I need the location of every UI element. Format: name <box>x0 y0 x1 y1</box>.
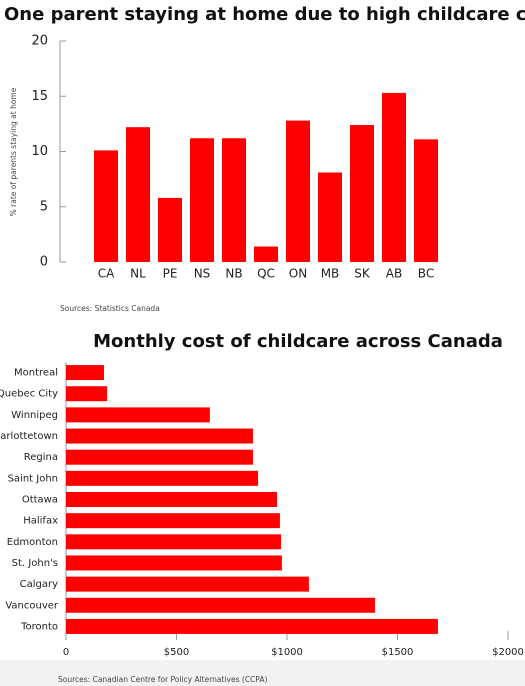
y-tick-label: St. John's <box>12 558 58 569</box>
y-tick-label: Charlottetown <box>0 431 58 442</box>
bar <box>66 618 438 634</box>
y-tick-label: 15 <box>31 89 48 104</box>
bar <box>382 92 406 262</box>
bar <box>66 386 108 402</box>
y-tick-label: Montreal <box>14 368 58 379</box>
y-tick-label: 5 <box>40 199 48 214</box>
x-tick-label: CA <box>98 267 115 281</box>
bar <box>286 120 310 262</box>
bar <box>66 513 280 529</box>
source: Sources: Canadian Centre for Policy Alte… <box>58 675 267 684</box>
bar <box>66 407 210 423</box>
x-tick-label: $2000 <box>492 647 524 658</box>
y-tick-label: 10 <box>31 144 48 159</box>
y-tick-label: Winnipeg <box>11 410 58 421</box>
bar <box>66 449 253 465</box>
x-tick-label: BC <box>418 267 434 281</box>
y-axis-label: % rate of parents staying at home <box>9 87 18 216</box>
bar <box>66 428 253 444</box>
x-tick-label: $1500 <box>382 647 414 658</box>
bar <box>66 365 105 381</box>
x-tick-label: NL <box>130 267 146 281</box>
footer-band <box>0 660 525 686</box>
x-tick-label: 0 <box>63 647 69 658</box>
bar <box>318 172 342 262</box>
y-tick-label: Regina <box>24 452 58 463</box>
bar <box>66 470 259 486</box>
x-tick-label: $500 <box>164 647 189 658</box>
y-tick-label: Ottawa <box>22 495 58 506</box>
y-tick-label: Toronto <box>20 621 58 632</box>
y-tick-label: Quebec City <box>0 389 58 400</box>
y-tick-label: Edmonton <box>7 537 58 548</box>
bar <box>414 139 438 262</box>
x-tick-label: QC <box>257 267 275 281</box>
y-tick-label: Vancouver <box>5 600 59 611</box>
x-tick-label: SK <box>354 267 371 281</box>
chart-title: One parent staying at home due to high c… <box>4 4 525 25</box>
bar <box>350 124 374 262</box>
y-tick-label: Calgary <box>20 579 58 590</box>
bar <box>190 138 214 262</box>
x-tick-label: PE <box>163 267 178 281</box>
bar <box>158 197 182 262</box>
y-tick-label: Halifax <box>23 516 58 527</box>
bar <box>66 492 278 507</box>
y-tick-label: 0 <box>40 255 48 270</box>
x-tick-label: NS <box>194 267 211 281</box>
bar <box>66 576 309 592</box>
x-tick-label: $1000 <box>271 647 303 658</box>
bar <box>126 127 150 262</box>
x-tick-label: AB <box>386 267 402 281</box>
y-tick-label: Saint John <box>8 473 58 484</box>
chart-title: Monthly cost of childcare across Canada <box>93 331 503 352</box>
y-tick-label: 20 <box>31 34 48 49</box>
bar <box>66 534 282 550</box>
bar <box>94 150 118 262</box>
x-tick-label: NB <box>225 267 242 281</box>
bar <box>222 138 246 262</box>
x-tick-label: MB <box>321 267 340 281</box>
bar <box>66 597 375 613</box>
bar <box>254 246 278 262</box>
bar <box>66 555 282 571</box>
x-tick-label: ON <box>289 267 307 281</box>
source: Sources: Statistics Canada <box>60 304 160 313</box>
